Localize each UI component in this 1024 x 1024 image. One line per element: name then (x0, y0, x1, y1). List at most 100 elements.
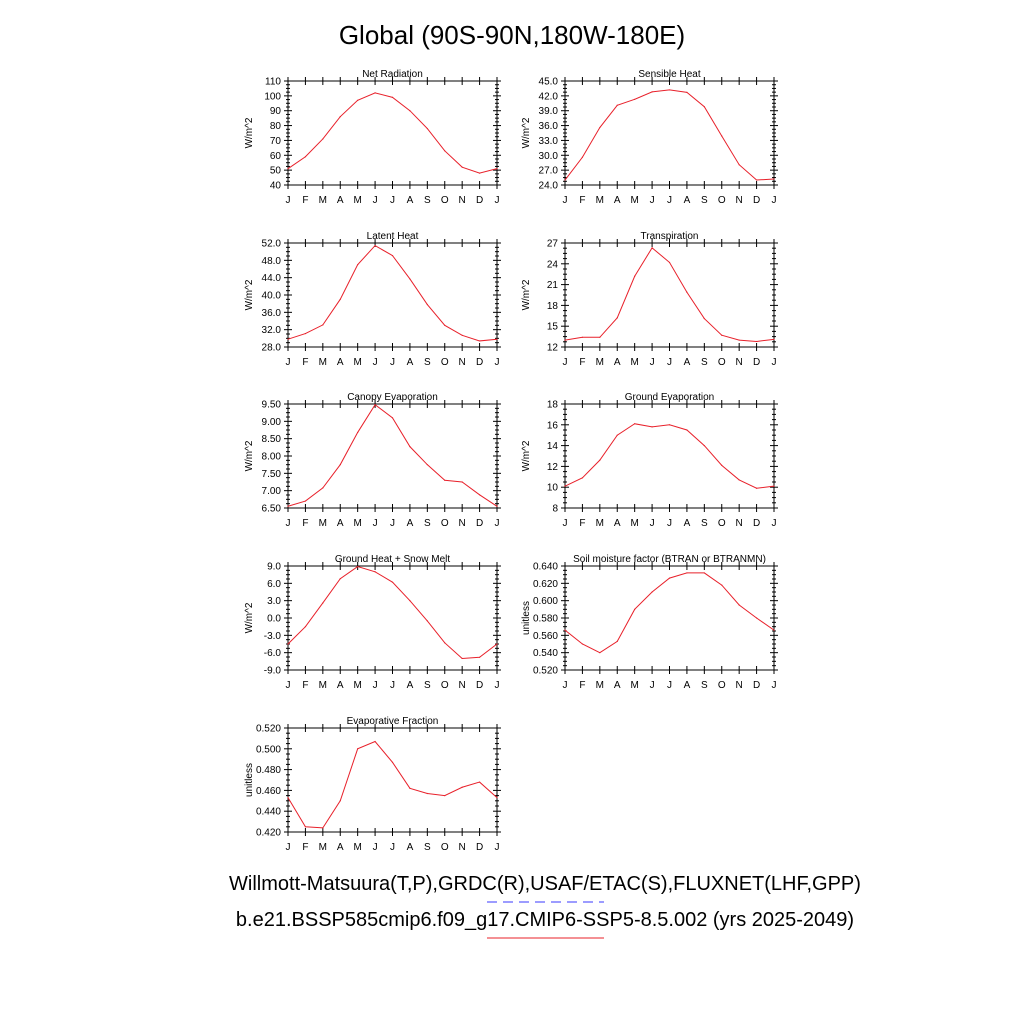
x-tick-label: J (373, 357, 378, 368)
data-point (599, 126, 601, 129)
y-tick-label: 100 (264, 91, 281, 102)
y-tick-label: 0.520 (533, 666, 558, 677)
data-point (616, 434, 618, 436)
series-line (287, 92, 498, 174)
x-tick-label: J (772, 195, 777, 206)
y-tick-label: 48.0 (262, 256, 282, 267)
data-point (461, 786, 463, 788)
data-point (738, 604, 740, 606)
y-tick-label: 12 (547, 343, 559, 354)
data-point (738, 339, 740, 341)
data-point (478, 340, 481, 342)
data-point (391, 581, 394, 583)
data-point (634, 98, 636, 100)
data-point (409, 600, 411, 602)
data-point (738, 164, 740, 166)
x-tick-label: D (476, 842, 483, 853)
x-tick-label: D (753, 357, 760, 368)
data-point (581, 477, 584, 479)
y-tick-label: 14 (547, 441, 559, 452)
data-point (391, 761, 394, 763)
data-point (668, 577, 671, 579)
x-tick-label: M (319, 518, 327, 529)
x-tick-label: M (630, 357, 638, 368)
y-tick-label: 28.0 (262, 343, 282, 354)
x-tick-label: S (701, 518, 708, 529)
x-tick-label: D (753, 680, 760, 691)
panel-title: Soil moisture factor (BTRAN or BTRANMN) (573, 554, 766, 565)
x-tick-label: M (596, 357, 604, 368)
x-tick-label: J (390, 195, 395, 206)
data-point (564, 485, 566, 487)
panel-title: Ground Evaporation (625, 392, 715, 403)
x-tick-label: F (579, 195, 585, 206)
x-tick-label: M (596, 518, 604, 529)
x-tick-label: O (718, 195, 726, 206)
x-tick-label: S (424, 518, 431, 529)
data-point (304, 156, 307, 158)
x-tick-label: J (667, 357, 672, 368)
data-point (426, 127, 428, 130)
y-tick-label: 0.620 (533, 579, 558, 590)
y-tick-label: 36.0 (539, 121, 559, 132)
data-point (703, 572, 705, 574)
plot-frame (287, 727, 498, 833)
data-point (287, 338, 289, 340)
x-tick-label: M (353, 357, 361, 368)
data-point (304, 826, 307, 828)
x-tick-label: N (459, 842, 466, 853)
data-point (391, 254, 394, 257)
data-point (478, 494, 481, 496)
data-point (755, 179, 758, 181)
legend-obs-label: Willmott-Matsuura(T,P),GRDC(R),USAF/ETAC… (229, 873, 861, 895)
y-tick-label: 0.520 (256, 724, 281, 735)
x-tick-label: O (441, 518, 449, 529)
data-point (357, 565, 359, 568)
x-tick-label: N (459, 518, 466, 529)
data-point (668, 261, 671, 264)
x-tick-label: O (441, 842, 449, 853)
data-point (444, 150, 446, 152)
data-point (721, 135, 723, 137)
x-tick-label: A (684, 680, 691, 691)
y-tick-label: 36.0 (262, 308, 282, 319)
data-point (686, 572, 688, 574)
x-tick-label: J (495, 842, 500, 853)
y-tick-label: 8.50 (262, 434, 282, 445)
y-tick-label: 33.0 (539, 136, 559, 147)
x-tick-label: D (476, 518, 483, 529)
data-point (357, 748, 359, 750)
x-tick-label: J (772, 518, 777, 529)
x-tick-label: J (286, 518, 291, 529)
x-tick-label: A (407, 195, 414, 206)
y-tick-label: 32.0 (262, 325, 282, 336)
x-tick-label: O (441, 195, 449, 206)
data-point (634, 275, 636, 277)
data-point (686, 429, 688, 431)
y-axis-label: W/m^2 (521, 279, 532, 310)
data-point (339, 298, 341, 300)
y-tick-label: 0.0 (267, 614, 281, 625)
x-tick-label: M (319, 680, 327, 691)
x-tick-label: A (407, 518, 414, 529)
x-tick-label: J (390, 842, 395, 853)
data-point (634, 608, 636, 610)
y-tick-label: 15 (547, 322, 559, 333)
panel-7: Ground Heat + Snow Melt W/m^2 -9.0 -6.0 -3.0… (244, 554, 501, 691)
data-point (616, 104, 618, 106)
data-point (287, 643, 289, 645)
data-point (409, 110, 411, 112)
x-tick-label: A (614, 195, 621, 206)
x-tick-label: O (441, 680, 449, 691)
data-point (391, 96, 394, 98)
x-tick-label: A (407, 680, 414, 691)
x-tick-label: J (373, 680, 378, 691)
data-point (738, 479, 740, 481)
data-point (721, 584, 723, 586)
y-tick-label: 9.0 (267, 562, 281, 573)
panel-2: Sensible Heat W/m^2 24.0 27.0 30.0 33.0 36.0 39… (521, 69, 778, 206)
y-tick-label: 50 (270, 166, 282, 177)
panel-8: Soil moisture factor (BTRAN or BTRANMN) u… (521, 554, 778, 691)
x-tick-label: J (495, 195, 500, 206)
